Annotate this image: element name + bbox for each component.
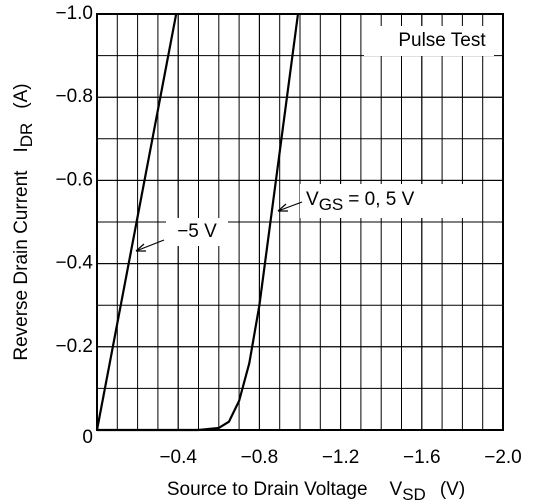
x-tick-label: −0.4 <box>159 447 197 468</box>
plot-frame <box>96 13 504 431</box>
arrow-head <box>135 243 146 252</box>
y-tick-label: −0.8 <box>55 86 93 107</box>
annotation-arrow <box>277 201 303 212</box>
y-tick-label: −0.2 <box>55 336 93 357</box>
y-tick-label: 0 <box>82 427 93 448</box>
x-label-symbol: V <box>390 479 403 500</box>
grid <box>97 13 504 431</box>
y-axis-label: Reverse Drain Current IDR (A) <box>11 83 36 360</box>
x-tick-label: −2.0 <box>484 447 522 468</box>
y-tick-label: −1.0 <box>55 3 93 24</box>
x-label-subscript: SD <box>402 485 426 504</box>
annotation: −5 V <box>177 221 217 242</box>
annotation: Pulse Test <box>398 30 486 51</box>
annotation-symbol: V <box>306 189 319 210</box>
annotation-subscript: GS <box>319 195 344 214</box>
annotation: VGS = 0, 5 V <box>306 189 415 214</box>
annotation-bg <box>364 26 494 56</box>
y-label-symbol: I <box>11 147 32 152</box>
x-tick-label: −1.2 <box>322 447 360 468</box>
y-label-subscript: DR <box>17 123 36 148</box>
x-label-unit: (V) <box>440 479 465 500</box>
annotation-bg <box>166 218 228 246</box>
x-axis-label: Source to Drain Voltage VSD (V) <box>167 479 465 504</box>
arrow-head <box>277 203 288 212</box>
x-tick-label: −1.6 <box>403 447 441 468</box>
x-label-text: Source to Drain Voltage <box>167 479 368 500</box>
annotation-arrow <box>135 239 165 252</box>
annotation-text: = 0, 5 V <box>348 189 414 210</box>
annotation-bg <box>300 184 472 218</box>
y-label-unit: (A) <box>11 83 32 108</box>
curve <box>95 13 178 431</box>
y-tick-label: −0.4 <box>55 253 93 274</box>
y-label-text: Reverse Drain Current <box>11 170 32 361</box>
y-tick-label: −0.6 <box>55 169 93 190</box>
x-tick-label: −0.8 <box>241 447 279 468</box>
